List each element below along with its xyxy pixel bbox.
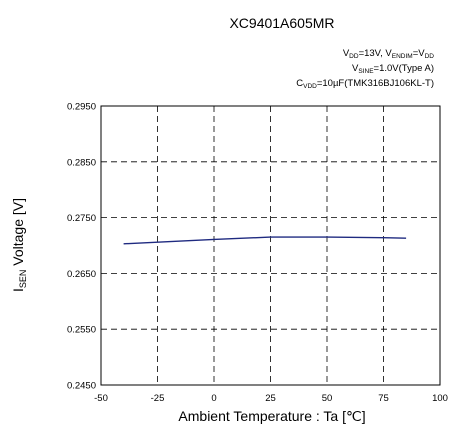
y-tick-label: 0.2550 (67, 325, 96, 336)
y-tick-label: 0.2750 (67, 213, 96, 224)
y-tick-label: 0.2450 (67, 381, 96, 392)
y-axis-label: ISEN Voltage [V] (10, 198, 28, 292)
series-line (123, 236, 407, 245)
x-tick-label: 50 (322, 393, 333, 404)
x-axis-label: Ambient Temperature : Ta [℃] (178, 408, 365, 424)
condition-line-1: VDD=13V, VENDIM=VDD (343, 48, 434, 60)
x-tick-label: 25 (265, 393, 276, 404)
condition-line-2: VSINE=1.0V(Type A) (352, 63, 434, 75)
x-tick-label: 100 (432, 393, 448, 404)
chart-title: XC9401A605MR (229, 15, 334, 31)
x-tick-label: -50 (94, 393, 108, 404)
x-tick-label: 0 (211, 393, 216, 404)
series-group (123, 236, 407, 245)
plot-area-frame (100, 105, 441, 386)
condition-line-3: CVDD=10µF(TMK316BJ106KL-T) (296, 78, 434, 90)
x-tick-labels: -50 -25 0 25 50 75 100 (94, 393, 448, 404)
x-tick-label: 75 (378, 393, 389, 404)
y-tick-label: 0.2850 (67, 157, 96, 168)
grid-lines (101, 106, 440, 385)
y-tick-labels: 0.2450 0.2550 0.2650 0.2750 0.2850 0.2950 (67, 102, 96, 392)
y-tick-label: 0.2950 (67, 102, 96, 113)
y-tick-label: 0.2650 (67, 269, 96, 280)
x-tick-label: -25 (151, 393, 165, 404)
